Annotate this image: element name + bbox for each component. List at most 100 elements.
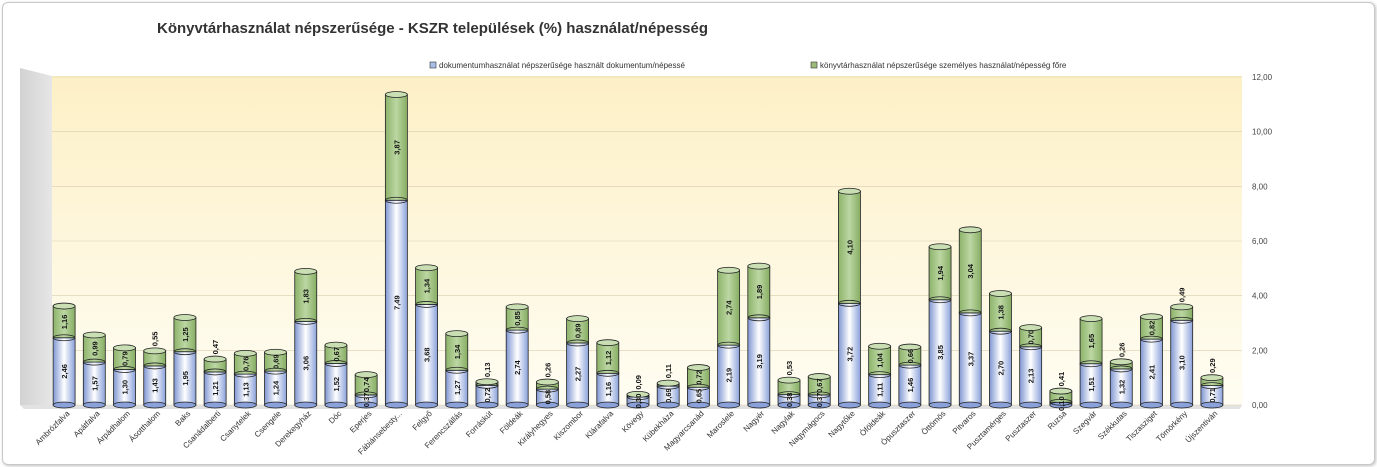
bar-base	[475, 401, 499, 409]
bar-base	[82, 401, 106, 409]
bar-base	[1079, 401, 1103, 409]
bar-joint	[868, 371, 892, 379]
bar-top	[535, 378, 559, 386]
bar-top	[203, 355, 227, 363]
data-label-dokumentum: 0,69	[664, 388, 673, 403]
bar-group: 1,95 1,25	[173, 314, 197, 409]
data-label-dokumentum: 1,21	[211, 381, 220, 396]
x-tick-label: Szegvár	[1071, 409, 1098, 436]
data-label-dokumentum: 1,16	[604, 382, 613, 397]
data-label-konyvtar: 3,87	[392, 140, 401, 155]
bar-group: 3,37 3,04	[958, 226, 982, 409]
bar-group: 3,72 4,10	[838, 187, 861, 409]
bar-group: 0,58 0,26	[535, 363, 559, 409]
data-label-dokumentum: 2,27	[574, 367, 583, 382]
data-label-dokumentum: 0,72	[483, 388, 492, 403]
bar-joint	[596, 369, 620, 377]
data-label-konyvtar: 0,76	[241, 356, 250, 371]
bar-base	[294, 401, 318, 409]
bar-top	[687, 364, 710, 371]
data-label-konyvtar: 1,38	[996, 305, 1005, 320]
data-label-konyvtar: 0,53	[785, 361, 794, 376]
bar-base	[868, 401, 892, 409]
y-tick-label: 12,00	[1252, 73, 1273, 82]
bar-group: 1,13 0,76	[233, 349, 257, 409]
data-label-konyvtar: 0,82	[1147, 321, 1156, 336]
data-label-konyvtar: 1,04	[876, 352, 885, 367]
bar-top	[264, 348, 287, 356]
bar-top	[898, 343, 922, 351]
data-label-dokumentum: 1,95	[181, 371, 190, 386]
bar-base	[1109, 401, 1133, 409]
bar-joint	[717, 341, 741, 349]
bar-base	[717, 401, 741, 409]
bar-joint	[687, 383, 710, 391]
bar-group: 3,19 1,89	[747, 262, 771, 409]
bar-joint	[566, 339, 589, 347]
legend-label-dokumentum: dokumentumhasználat népszerűsége használ…	[439, 61, 685, 70]
bar-joint	[958, 309, 982, 317]
x-tick-label: Öttömös	[920, 409, 948, 437]
bar-base	[566, 401, 589, 409]
data-label-konyvtar: 2,74	[725, 300, 734, 315]
bar-joint	[747, 314, 771, 322]
data-label-konyvtar: 0,29	[1208, 358, 1217, 373]
bar-top	[928, 243, 952, 251]
data-label-konyvtar: 3,04	[966, 263, 975, 278]
bar-top	[1200, 374, 1224, 382]
data-label-dokumentum: 1,24	[272, 380, 281, 395]
bar-base	[1200, 401, 1224, 409]
y-tick-label: 8,00	[1252, 182, 1268, 191]
bar-top	[324, 341, 348, 349]
bar-group: 0,10 0,41	[1049, 372, 1073, 411]
bar-top	[294, 267, 318, 275]
x-tick-label: Ruzsa	[1046, 409, 1069, 432]
bar-group: 1,43 0,55	[143, 332, 167, 409]
x-tick-label: Ambrózfalva	[34, 409, 72, 447]
bar-base	[354, 401, 378, 409]
bar-base	[535, 401, 559, 409]
side-wall	[20, 68, 52, 405]
bar-group: 1,16 1,12	[596, 339, 620, 409]
x-tick-label: Pusztaszer	[1004, 409, 1039, 444]
data-label-konyvtar: 0,72	[694, 370, 703, 385]
data-label-dokumentum: 0,71	[1208, 388, 1217, 403]
data-label-dokumentum: 3,85	[936, 345, 945, 360]
data-label-dokumentum: 0,37	[362, 393, 371, 408]
bar-base	[747, 401, 771, 409]
bar-joint	[354, 391, 378, 399]
bar-top	[113, 344, 136, 352]
bar-group: 1,32 0,26	[1109, 343, 1133, 409]
bar-top	[596, 339, 620, 347]
data-label-dokumentum: 0,65	[694, 389, 703, 404]
bar-base	[596, 401, 620, 409]
x-tick-label: Újszentiván	[1184, 409, 1220, 445]
bar-joint	[1140, 335, 1163, 343]
bar-top	[475, 378, 499, 386]
bar-base	[838, 401, 861, 409]
bar-base	[324, 401, 348, 409]
bar-group: 0,69 0,11	[656, 364, 680, 409]
bar-base	[264, 401, 287, 409]
bar-joint	[777, 391, 801, 399]
bar-base	[445, 401, 469, 409]
y-tick-label: 4,00	[1252, 292, 1268, 301]
legend-label-konyvtar: könyvtárhasználat népszerűsége személyes…	[820, 61, 1067, 70]
bar-joint	[52, 334, 76, 342]
data-label-dokumentum: 2,46	[60, 364, 69, 379]
y-tick-label: 10,00	[1252, 128, 1273, 137]
data-label-dokumentum: 1,11	[876, 383, 885, 397]
x-tick-label: Kövegy	[620, 409, 645, 434]
data-label-dokumentum: 7,49	[392, 295, 401, 310]
chart-title: Könyvtárhasználat népszerűsége - KSZR te…	[157, 20, 709, 37]
bar-joint	[505, 326, 529, 334]
x-tick-label: Nagylak	[770, 408, 798, 436]
bar-group: 1,51 1,65	[1079, 315, 1103, 409]
bar-base	[1140, 401, 1163, 409]
bar-base	[143, 401, 167, 409]
bar-top	[1079, 315, 1103, 323]
bar-joint	[898, 361, 922, 369]
data-label-dokumentum: 1,13	[241, 382, 250, 397]
data-label-konyvtar: 1,16	[60, 315, 69, 330]
bar-joint	[1049, 398, 1073, 406]
